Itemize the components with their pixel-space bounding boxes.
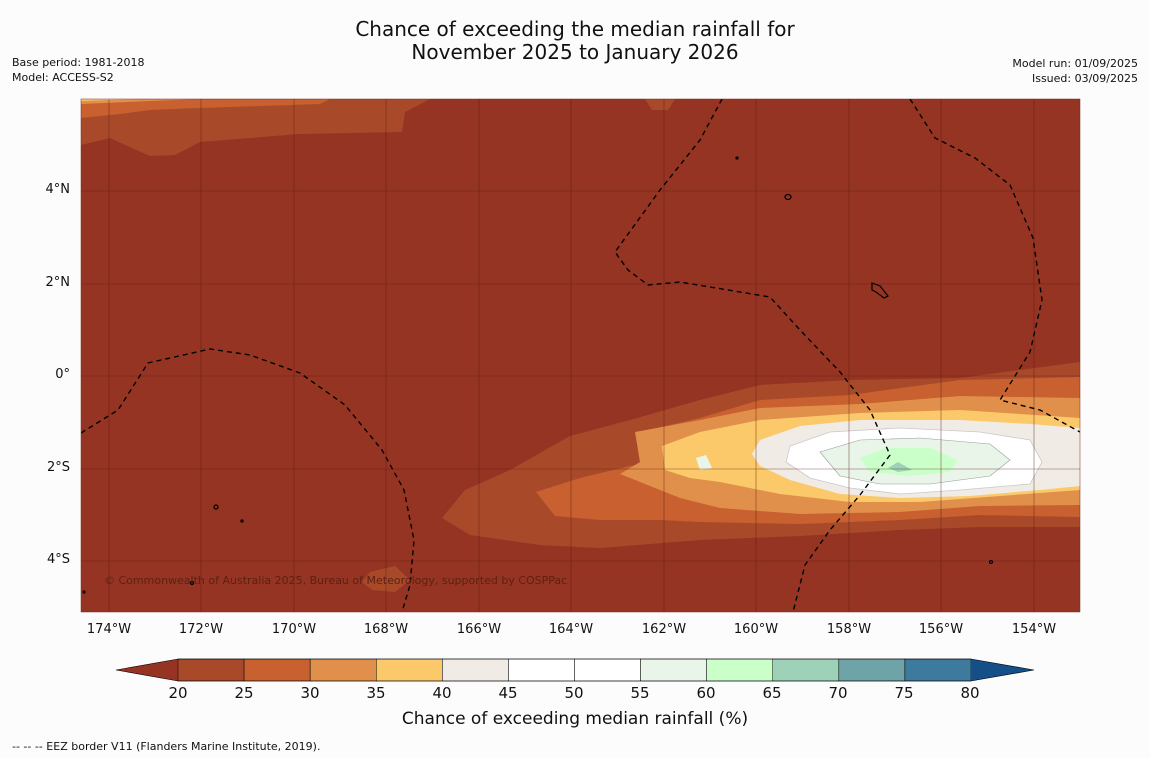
colorbar-tick: 65	[762, 684, 782, 702]
colorbar-tick: 75	[894, 684, 914, 702]
issued-date: Issued: 03/09/2025	[1031, 72, 1138, 85]
colorbar-segment	[376, 658, 443, 682]
colorbar-tick: 35	[366, 684, 386, 702]
island-4	[240, 519, 244, 523]
lon-tick: 170°W	[271, 622, 317, 637]
map-title: Chance of exceeding the median rainfall …	[0, 18, 1150, 64]
lat-tick: 4°N	[45, 182, 71, 197]
colorbar-segment	[772, 658, 840, 682]
colorbar-segment	[508, 658, 575, 682]
lat-tick: 2°N	[45, 275, 71, 290]
meta-left: Base period: 1981-2018 Model: ACCESS-S2	[12, 55, 144, 85]
colorbar-segments	[177, 658, 972, 682]
lon-tick: 154°W	[1011, 622, 1057, 637]
island-8	[82, 590, 86, 594]
colorbar-tick: 80	[960, 684, 980, 702]
meta-right: Model run: 01/09/2025 Issued: 03/09/2025	[1012, 56, 1138, 86]
colorbar-segment	[309, 658, 377, 682]
contour-20-25-north	[81, 99, 430, 156]
eez-footnote: -- -- -- EEZ border V11 (Flanders Marine…	[12, 740, 321, 753]
lon-tick: 168°W	[363, 622, 409, 637]
base-period: Base period: 1981-2018	[12, 56, 145, 69]
contour-30-35-north	[81, 99, 200, 104]
colorbar-segment	[442, 658, 509, 682]
island-2	[871, 282, 889, 299]
island-3	[213, 504, 219, 510]
contour-small-patch	[696, 455, 712, 470]
colorbar-segment	[838, 658, 906, 682]
copyright-note: © Commonwealth of Australia 2025, Bureau…	[104, 574, 567, 587]
contour-25-30-north	[81, 99, 330, 118]
colorbar-tick: 40	[432, 684, 452, 702]
colorbar-tick: 70	[828, 684, 848, 702]
eez-borders	[81, 99, 1080, 612]
title-line-1: Chance of exceeding the median rainfall …	[355, 17, 795, 41]
eez-border-west	[81, 348, 415, 612]
colorbar-tick: 25	[234, 684, 254, 702]
island-1	[784, 193, 792, 201]
contour-65-70	[888, 462, 912, 472]
gridlines	[81, 99, 1080, 612]
colorbar-segment	[574, 658, 641, 682]
contour-35-40-north	[81, 99, 140, 101]
rainfall-map: © Commonwealth of Australia 2025, Bureau…	[81, 99, 1080, 612]
lon-tick: 160°W	[733, 622, 779, 637]
colorbar-segment	[243, 658, 311, 682]
colorbar-segment	[706, 658, 773, 682]
lon-tick: 156°W	[918, 622, 964, 637]
island-7	[988, 559, 994, 565]
colorbar-tick: 20	[168, 684, 188, 702]
lon-tick: 166°W	[456, 622, 502, 637]
contour-line-50	[785, 427, 1043, 495]
colorbar-segment	[640, 658, 707, 682]
model-run: Model run: 01/09/2025	[1012, 57, 1138, 70]
colorbar	[115, 658, 1035, 682]
colorbar-tick: 45	[498, 684, 518, 702]
colorbar-tick: 30	[300, 684, 320, 702]
colorbar-tick: 50	[564, 684, 584, 702]
colorbar-label: Chance of exceeding median rainfall (%)	[401, 709, 749, 729]
contour-line-55	[819, 437, 1011, 485]
contour-20-25-spot	[645, 99, 675, 110]
colorbar-high-extension	[971, 659, 1034, 681]
title-line-2: November 2025 to January 2026	[411, 40, 739, 64]
lat-tick: 0°	[55, 367, 70, 382]
colorbar-tick: 60	[696, 684, 716, 702]
islands	[82, 156, 994, 594]
lon-tick: 162°W	[641, 622, 687, 637]
island-6	[735, 156, 739, 160]
colorbar-tick: 55	[630, 684, 650, 702]
map-frame	[80, 98, 1081, 613]
lon-tick: 158°W	[826, 622, 872, 637]
model-name: Model: ACCESS-S2	[12, 71, 114, 84]
lat-tick: 4°S	[46, 552, 70, 567]
eez-border-center	[614, 99, 891, 612]
colorbar-outline	[115, 658, 1035, 682]
lon-tick: 174°W	[86, 622, 132, 637]
colorbar-segment	[904, 658, 972, 682]
colorbar-segment	[177, 658, 245, 682]
colorbar-low-extension	[116, 659, 178, 681]
island-5	[189, 580, 195, 586]
lat-tick: 2°S	[46, 460, 70, 475]
lon-tick: 164°W	[548, 622, 594, 637]
lon-tick: 172°W	[178, 622, 224, 637]
